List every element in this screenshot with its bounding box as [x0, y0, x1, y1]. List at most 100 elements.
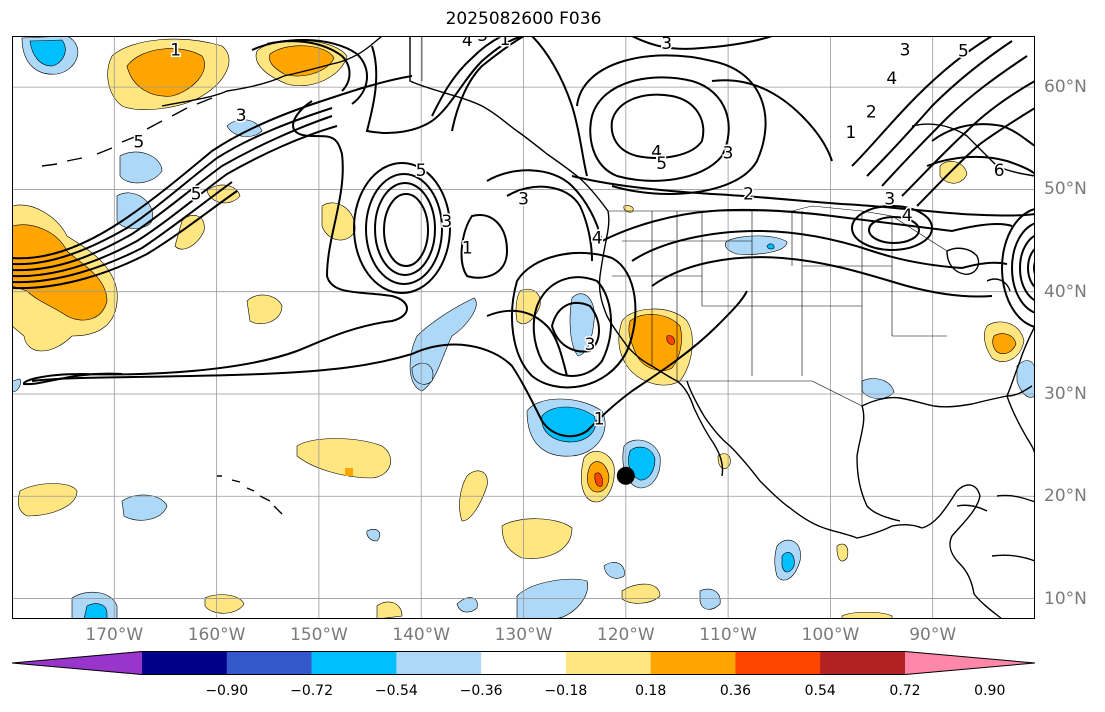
latitude-label: 10°N: [1044, 588, 1087, 609]
anomaly-patch: [17, 483, 78, 517]
contour-line: [601, 208, 953, 242]
contour-label: 3: [661, 36, 672, 54]
storm-center-marker: [616, 466, 635, 485]
colorbar-tick-label: 0.54: [804, 683, 836, 699]
contour-line: [868, 216, 920, 244]
colorbar-tick-label: 0.90: [974, 683, 1006, 699]
coastline-gulf-us: [861, 385, 1033, 408]
colorbar-tick-label: −0.90: [205, 683, 249, 699]
contour-label: 3: [900, 40, 911, 60]
colorbar-tick-label: −0.72: [290, 683, 333, 699]
contour-line: [901, 80, 1035, 197]
colorbar-segment: [226, 651, 313, 675]
colorbar-segment: [142, 651, 228, 675]
coastlines: [41, 36, 1035, 619]
anomaly-patch: [836, 543, 849, 562]
anomaly-patch: [781, 552, 795, 573]
contour-label: 3: [585, 335, 596, 355]
colorbar: [12, 651, 1035, 675]
contour-line: [571, 175, 1035, 217]
contour-label: 5: [133, 132, 144, 152]
contour-label: 1: [594, 410, 605, 430]
map-plot: 1234313555313453234412435631: [12, 36, 1035, 619]
contour-line: [12, 115, 333, 272]
contour-line: [866, 40, 1013, 177]
longitude-label: 140°W: [392, 625, 451, 645]
colorbar-outline: [12, 651, 1035, 675]
contour-line: [851, 36, 993, 167]
anomaly-patch: [345, 468, 353, 476]
anomaly-patch: [569, 293, 595, 357]
contour-label: 1: [845, 123, 856, 143]
contour-line: [1027, 247, 1035, 289]
coastline-us-east: [1006, 325, 1035, 397]
contour-label: 3: [723, 144, 734, 164]
contour-label: 1: [170, 40, 181, 60]
anomaly-patch: [204, 594, 245, 614]
coastline-mexico-gulf: [823, 405, 923, 539]
contour-line: [451, 36, 525, 132]
anomaly-patch: [628, 314, 682, 371]
colorbar-extend-max: [905, 651, 1035, 675]
contour-label: 4: [651, 143, 662, 163]
contour-line: [251, 38, 369, 105]
anomaly-patch: [623, 205, 634, 213]
contour-label: 3: [884, 190, 895, 210]
coastline-hawaii: [217, 475, 283, 515]
anomaly-patch: [699, 588, 721, 610]
colorbar-tick-label: −0.18: [544, 683, 588, 699]
contour-line: [486, 309, 568, 377]
contour-line: [926, 155, 1035, 175]
contour-line: [531, 36, 588, 177]
contour-line: [365, 36, 523, 134]
contour-line: [851, 205, 933, 251]
political-borders: [421, 36, 948, 407]
contour-label: 3: [518, 190, 529, 210]
contour-line: [12, 181, 233, 284]
contour-label: 4: [886, 69, 897, 89]
contour-line: [12, 107, 333, 266]
contour-label: 5: [958, 41, 969, 61]
contour-label: 2: [493, 36, 504, 41]
longitude-label: 150°W: [290, 625, 348, 645]
anomaly-patch: [119, 151, 163, 184]
colorbar-segment: [481, 651, 567, 675]
contour-line: [589, 76, 730, 182]
latitude-label: 50°N: [1044, 179, 1087, 200]
anomaly-patch: [766, 243, 775, 250]
map-title: 2025082600 F036: [445, 9, 602, 29]
contour-label: 1: [500, 36, 511, 50]
anomaly-patch: [725, 235, 788, 255]
anomaly-patch: [174, 214, 205, 250]
contour-line: [460, 214, 509, 279]
contour-line: [631, 36, 773, 50]
contour-line: [1011, 222, 1035, 314]
contour-line: [916, 107, 1035, 207]
contour-label: 6: [994, 161, 1005, 181]
colorbar-segment: [311, 651, 397, 675]
contour-line: [961, 261, 1008, 269]
contour-line: [12, 75, 413, 260]
contour-line: [1001, 207, 1035, 329]
longitude-label: 90°W: [909, 625, 957, 645]
contour-line: [951, 222, 1013, 232]
latitude-label: 20°N: [1044, 486, 1087, 507]
anomaly-patch: [83, 603, 108, 619]
contour-label: 1: [462, 239, 473, 259]
anomaly-patch: [376, 601, 403, 619]
contour-label: 4: [462, 36, 473, 51]
colorbar-tick-label: 0.18: [635, 683, 667, 699]
contour-label: 2: [743, 185, 754, 205]
contour-line: [576, 54, 767, 195]
longitude-label: 120°W: [596, 625, 655, 645]
contour-line: [610, 93, 705, 159]
contour-line: [550, 301, 600, 353]
anomaly-patch: [603, 562, 625, 579]
longitude-label: 160°W: [187, 625, 246, 645]
anomaly-patch: [992, 333, 1017, 354]
contour-label: 5: [416, 161, 427, 181]
colorbar-tick-label: 0.36: [719, 683, 752, 699]
anomaly-patch: [717, 453, 731, 469]
longitude-label: 170°W: [85, 625, 144, 645]
contour-label: 2: [866, 103, 877, 123]
